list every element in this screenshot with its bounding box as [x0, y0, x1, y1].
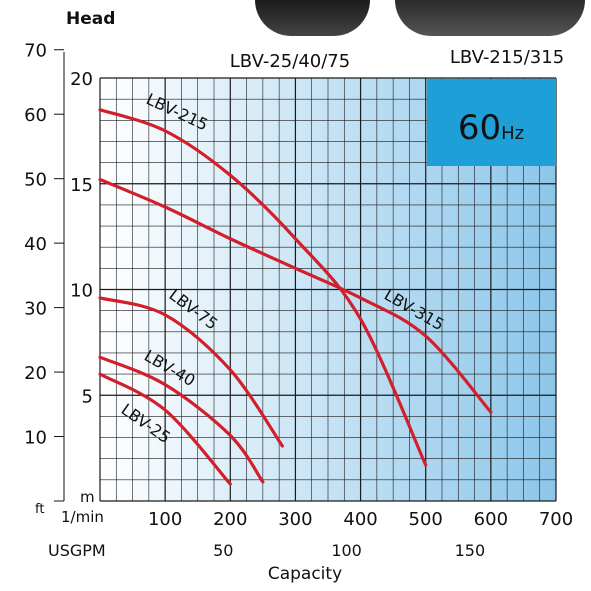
model-label-right: LBV-215/315 [450, 47, 564, 68]
y-tick-ft-label: 70 [24, 41, 47, 62]
x-secondary-unit: USGPM [48, 541, 106, 560]
axis-ticks: 5 10 15 20 10 20 30 40 50 60 70 100 200 300 400 500 600 7… [24, 41, 573, 560]
y-tick-m-label: 15 [70, 175, 93, 196]
x-tick-label: 500 [409, 509, 443, 530]
y-unit-m: m [80, 488, 95, 506]
series-line-lbv-215 [98, 108, 428, 467]
pump-photo-right [395, 0, 585, 36]
y-tick-ft-label: 40 [24, 234, 47, 255]
y-tick-m-label: 10 [70, 281, 93, 302]
y-tick-m-label: 5 [82, 386, 93, 407]
y-tick-ft-label: 50 [24, 170, 47, 191]
x-tick-label: 400 [343, 509, 377, 530]
y-tick-ft-label: 10 [24, 428, 47, 449]
x-tick-label: 100 [148, 509, 182, 530]
series-line-lbv-315 [98, 177, 493, 414]
frequency-value: 60 [458, 108, 501, 148]
head-label: Head [66, 9, 115, 29]
series-line-lbv-40 [98, 355, 265, 484]
x-tick-label: 700 [539, 509, 573, 530]
x-tick-label: 300 [278, 509, 312, 530]
grid [99, 77, 557, 502]
y-tick-ft-label: 30 [24, 299, 47, 320]
x-secondary-tick-label: 150 [455, 541, 486, 560]
model-label-left: LBV-25/40/75 [230, 51, 350, 72]
x-unit: 1/min [61, 508, 104, 526]
y-tick-ft-label: 20 [24, 363, 47, 384]
x-tick-label: 200 [213, 509, 247, 530]
frequency-badge [427, 79, 556, 166]
frequency-unit: Hz [501, 123, 524, 144]
x-axis-title: Capacity [268, 564, 342, 584]
x-tick-label: 600 [474, 509, 508, 530]
frequency-badge-text: 60Hz [458, 108, 524, 148]
series-line-lbv-75 [98, 296, 284, 448]
y-tick-ft-label: 60 [24, 105, 47, 126]
curves [98, 108, 493, 486]
series-line-lbv-25 [98, 372, 232, 486]
y-tick-m-label: 20 [70, 69, 93, 90]
y-unit-ft: ft [35, 502, 44, 517]
pump-photo-left [255, 0, 370, 36]
x-secondary-tick-label: 50 [213, 541, 233, 560]
x-secondary-tick-label: 100 [331, 541, 362, 560]
